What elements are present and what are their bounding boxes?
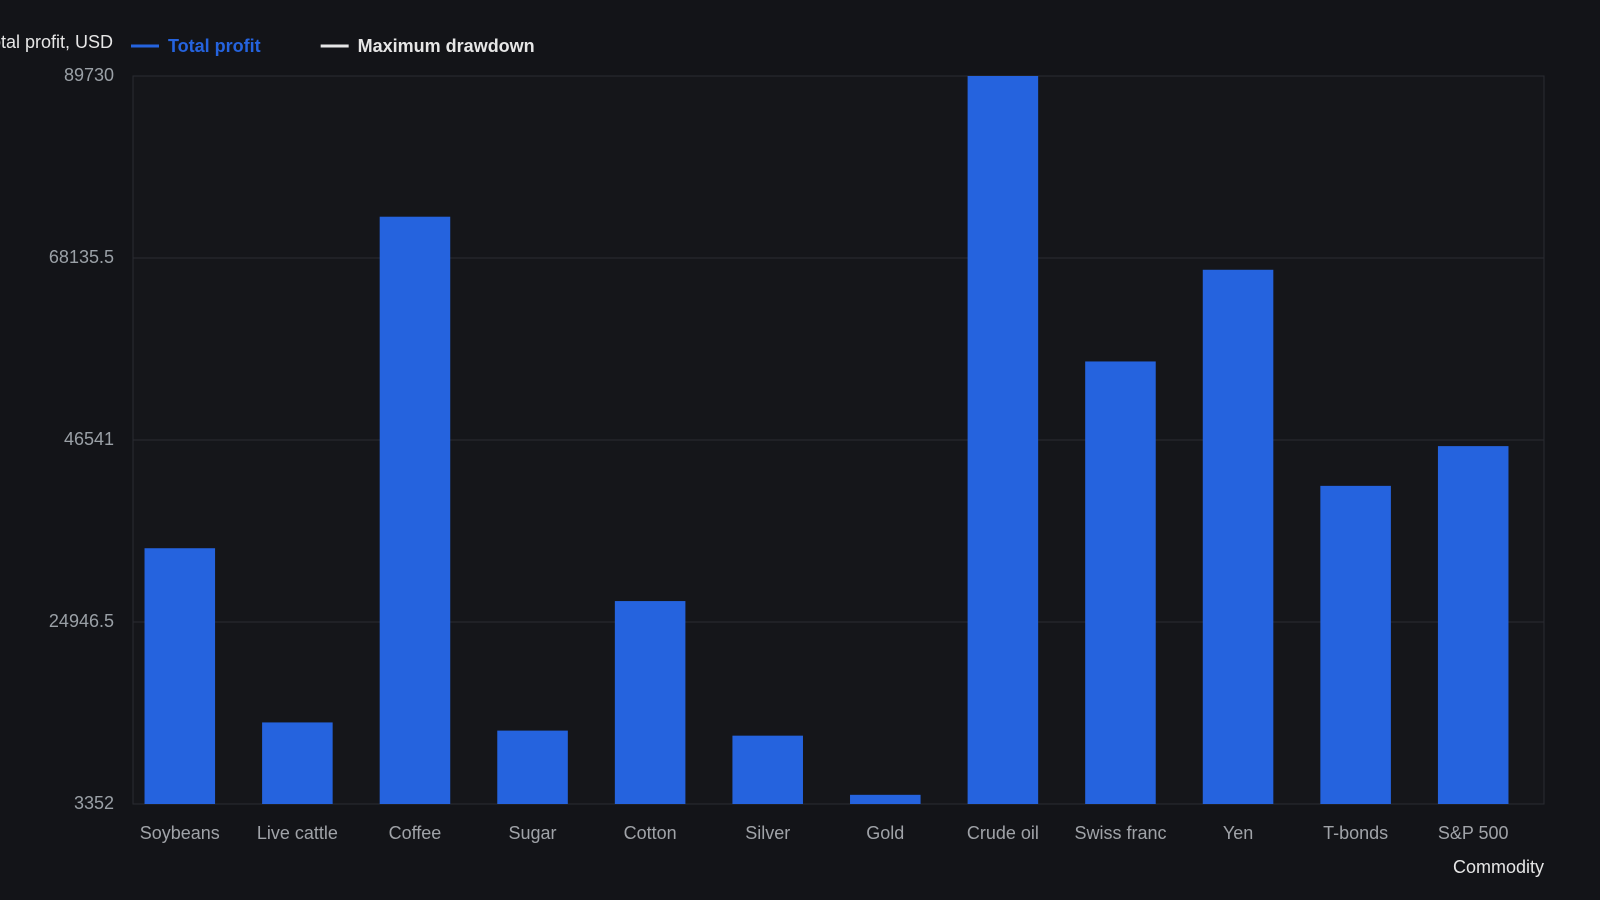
bar bbox=[1437, 446, 1509, 804]
y-axis-title: Total profit, USD bbox=[0, 32, 113, 52]
x-tick-label: Crude oil bbox=[967, 823, 1039, 843]
bar bbox=[1202, 269, 1274, 805]
x-tick-label: S&P 500 bbox=[1438, 823, 1509, 843]
legend-label: Maximum drawdown bbox=[358, 36, 535, 56]
bar bbox=[1085, 361, 1156, 804]
x-tick-label: Live cattle bbox=[257, 823, 338, 843]
legend-label: Total profit bbox=[168, 36, 261, 56]
x-tick-label: Coffee bbox=[389, 823, 442, 843]
bar bbox=[497, 730, 568, 804]
x-tick-label: Gold bbox=[866, 823, 904, 843]
bar bbox=[732, 735, 803, 804]
bar bbox=[850, 794, 921, 804]
bar bbox=[1320, 485, 1391, 804]
y-tick-label: 3352 bbox=[74, 793, 114, 813]
y-tick-label: 89730 bbox=[64, 65, 114, 85]
y-tick-label: 68135.5 bbox=[49, 247, 114, 267]
x-tick-label: Sugar bbox=[509, 823, 557, 843]
y-tick-label: 46541 bbox=[64, 429, 114, 449]
x-tick-label: Swiss franc bbox=[1074, 823, 1166, 843]
bar bbox=[262, 722, 333, 804]
x-tick-label: Silver bbox=[745, 823, 790, 843]
bar bbox=[967, 76, 1039, 804]
x-axis-title: Commodity bbox=[1453, 857, 1544, 877]
x-tick-label: Cotton bbox=[624, 823, 677, 843]
x-tick-label: T-bonds bbox=[1323, 823, 1388, 843]
y-tick-label: 24946.5 bbox=[49, 611, 114, 631]
bar bbox=[614, 601, 686, 804]
bar bbox=[379, 216, 451, 804]
x-tick-label: Soybeans bbox=[140, 823, 220, 843]
x-tick-label: Yen bbox=[1223, 823, 1253, 843]
bar bbox=[144, 548, 216, 804]
